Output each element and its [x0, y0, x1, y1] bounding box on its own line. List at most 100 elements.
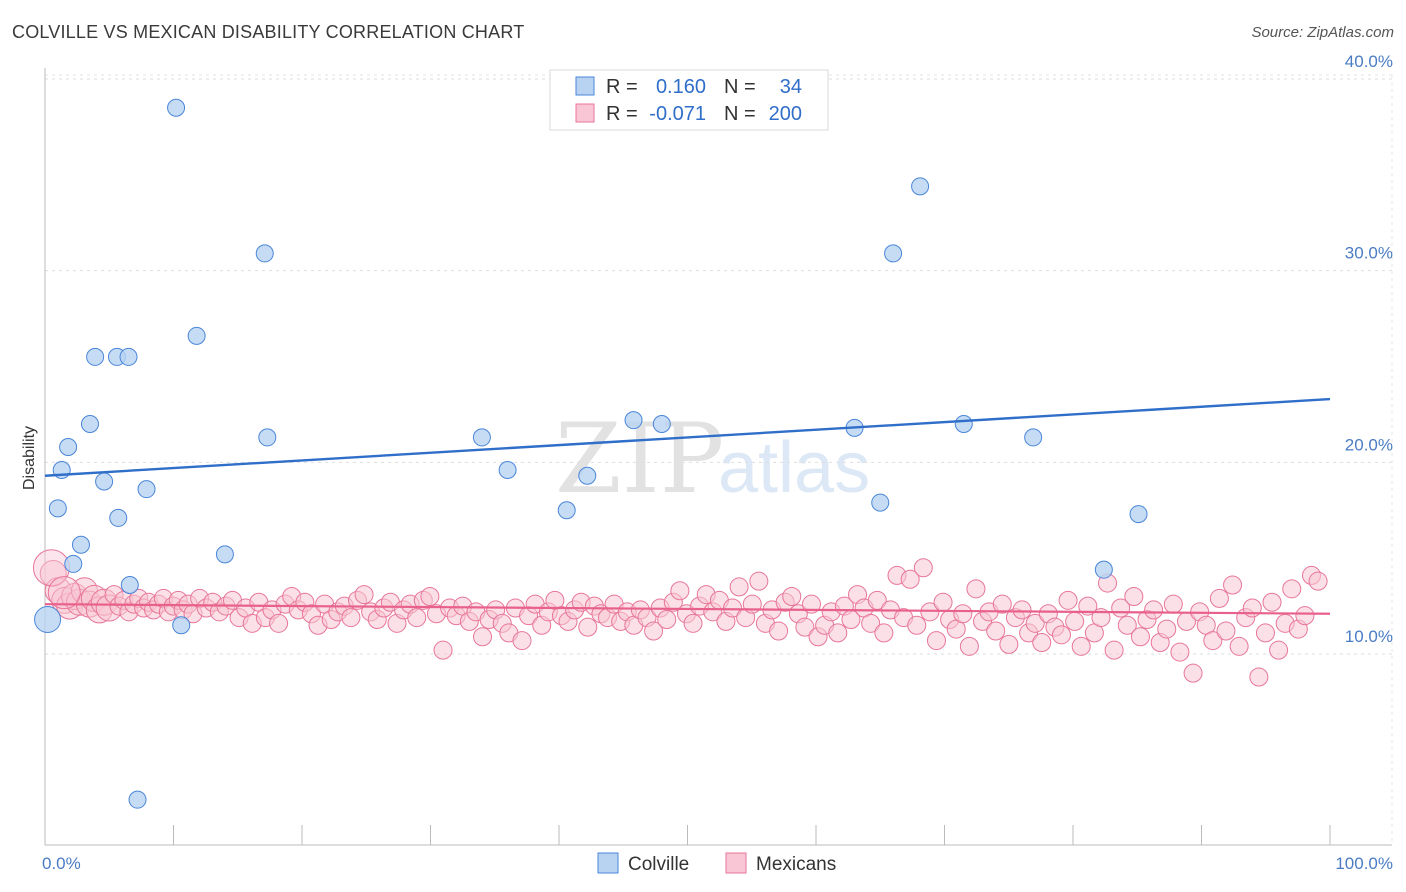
mexicans-point [1012, 600, 1032, 620]
legend-top: R = 0.160 N = 34 R = -0.071 N = 200 [549, 69, 829, 131]
mexicans-point [959, 636, 979, 656]
colville-trend-line [44, 397, 1331, 477]
colville-point [871, 493, 890, 512]
colville-point [578, 466, 597, 485]
colville-point [137, 480, 156, 499]
legend-swatch-mexicans [575, 103, 595, 123]
mexicans-point [1308, 571, 1328, 591]
y-tick-label: 20.0% [1345, 435, 1393, 454]
mexicans-point [1262, 592, 1282, 612]
mexicans-point [926, 631, 946, 651]
y-tick-label: 30.0% [1345, 244, 1393, 263]
legend-bottom-swatch-colville [597, 852, 619, 874]
mexicans-point [1203, 631, 1223, 651]
mexicans-point [341, 608, 361, 628]
legend-n-label-mexicans: N = [724, 103, 756, 125]
legend-bottom-mexicans: Mexicans [756, 854, 836, 875]
legend-box [549, 69, 829, 131]
colville-point [884, 244, 903, 263]
mexicans-point [657, 609, 677, 629]
colville-point [624, 411, 643, 430]
mexicans-point [795, 617, 815, 637]
colville-point [59, 437, 78, 456]
legend-bottom-colville: Colville [628, 854, 689, 875]
mexicans-point [729, 577, 749, 597]
mexicans-points [32, 549, 1328, 687]
colville-point [119, 347, 138, 366]
mexicans-point [1032, 633, 1052, 652]
mexicans-point [269, 613, 289, 633]
colville-point [652, 414, 671, 433]
mexicans-point [913, 558, 933, 578]
y-tick-labels: 10.0% 20.0% 30.0% 40.0% [1345, 52, 1393, 646]
mexicans-point [407, 608, 427, 628]
legend-n-value-mexicans: 200 [769, 103, 802, 125]
mexicans-point [933, 592, 953, 612]
mexicans-point [999, 634, 1019, 654]
mexicans-point [1249, 667, 1269, 687]
mexicans-point [828, 623, 848, 643]
legend-r-label-mexicans: R = [606, 103, 638, 125]
mexicans-point [966, 579, 986, 599]
colville-point [954, 414, 973, 433]
x-tick-label-max: 100.0% [1335, 854, 1393, 873]
chart-title: COLVILLE VS MEXICAN DISABILITY CORRELATI… [12, 22, 525, 42]
colville-point [128, 790, 147, 809]
mexicans-point [47, 576, 81, 610]
legend-n-value-colville: 34 [780, 76, 802, 98]
mexicans-point [1025, 613, 1045, 633]
mexicans-point [723, 598, 743, 618]
colville-point [34, 605, 62, 633]
mexicans-point [1163, 594, 1183, 614]
mexicans-point [907, 615, 927, 635]
mexicans-point [986, 621, 1006, 641]
y-axis-label: Disability [21, 426, 38, 490]
y-tick-label: 10.0% [1345, 627, 1393, 646]
colville-point [255, 244, 274, 263]
legend-r-value-colville: 0.160 [656, 76, 706, 98]
colville-point [557, 501, 576, 520]
x-tick-label-min: 0.0% [42, 854, 81, 873]
legend-n-label-colville: N = [724, 76, 756, 98]
colville-point [172, 616, 191, 635]
mexicans-point [420, 586, 440, 606]
colville-point [109, 508, 128, 527]
mexicans-point [992, 594, 1012, 614]
mexicans-point [683, 613, 703, 633]
source-label: Source: ZipAtlas.com [1251, 24, 1394, 41]
mexicans-point [670, 581, 690, 601]
mexicans-point [801, 594, 821, 614]
watermark: ZIP atlas [555, 403, 870, 515]
mexicans-point [1144, 600, 1164, 620]
legend-r-value-mexicans: -0.071 [649, 103, 706, 125]
mexicans-point [1209, 588, 1229, 608]
colville-point [215, 545, 234, 564]
mexicans-point [1071, 636, 1091, 656]
mexicans-point [1295, 606, 1315, 626]
legend-r-label-colville: R = [606, 76, 638, 98]
mexicans-point [1078, 596, 1098, 616]
mexicans-point [1269, 640, 1289, 660]
mexicans-point [1051, 625, 1071, 645]
colville-point [80, 414, 99, 433]
mexicans-point [953, 604, 973, 624]
colville-point [258, 428, 277, 447]
colville-point [472, 428, 491, 447]
mexicans-point [1282, 579, 1302, 599]
legend-bottom-swatch-mexicans [725, 852, 747, 874]
colville-point [48, 499, 67, 518]
mexicans-point [1157, 619, 1177, 639]
legend-bottom: Colville Mexicans [597, 852, 836, 875]
mexicans-point [1124, 586, 1144, 606]
mexicans-point [769, 621, 789, 641]
mexicans-point [1255, 623, 1275, 643]
trend-lines [44, 397, 1331, 615]
colville-point [167, 98, 186, 117]
mexicans-point [749, 571, 769, 591]
mexicans-point [1104, 640, 1124, 660]
mexicans-point [1130, 627, 1150, 647]
mexicans-point [512, 631, 532, 651]
colville-point [187, 326, 206, 345]
colville-point [1129, 505, 1148, 524]
